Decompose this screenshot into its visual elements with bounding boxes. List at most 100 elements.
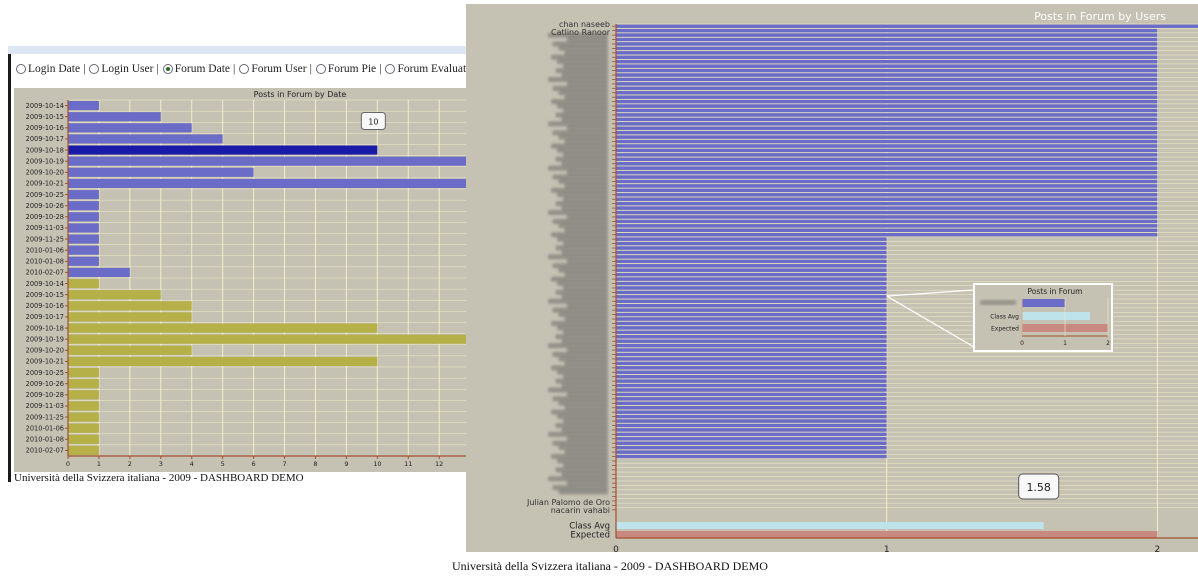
radio-unchecked-icon[interactable] (16, 64, 26, 74)
bar (616, 95, 1158, 99)
y-tick-label: 2009-11-03 (26, 224, 64, 232)
inset-x-tick-label: 0 (1020, 340, 1024, 347)
bar (616, 272, 887, 277)
x-tick-label: 4 (190, 460, 194, 468)
bar (616, 419, 887, 423)
bar (616, 366, 887, 370)
bar (68, 167, 254, 177)
blurred-label (551, 99, 608, 105)
radio-label: Login User (101, 63, 154, 75)
radio-option[interactable]: Login User | (89, 63, 162, 75)
blurred-label (555, 334, 608, 340)
blurred-label (563, 108, 608, 114)
radio-option[interactable]: Login Date | (16, 63, 89, 75)
blurred-label (548, 254, 608, 260)
bar (616, 166, 1158, 170)
blurred-label (564, 405, 608, 411)
radio-option[interactable]: Forum User | (239, 63, 316, 75)
y-tick-label: 2009-10-18 (26, 324, 64, 332)
bar (68, 368, 99, 378)
blurred-label (561, 205, 608, 211)
blurred-label (555, 422, 608, 428)
bar (68, 101, 99, 111)
blurred-label (552, 396, 608, 402)
blurred-label (555, 378, 608, 384)
blurred-label (548, 76, 608, 82)
x-tick-label: 9 (344, 460, 348, 468)
bar (616, 206, 1158, 210)
blurred-label (566, 125, 608, 131)
bar (68, 223, 99, 233)
blurred-label (557, 414, 608, 420)
blurred-label (557, 281, 608, 287)
posts-by-users-chart: Posts in Forum by Users 0 1 2 chan naseebCat… (526, 10, 1198, 555)
blurred-label (555, 289, 608, 295)
separator: | (233, 63, 236, 75)
inset-bar (1022, 299, 1065, 307)
bar (616, 290, 887, 295)
bar (68, 401, 99, 411)
blurred-label (563, 374, 608, 380)
user-label: chan naseeb (559, 20, 610, 29)
blurred-label (557, 325, 608, 331)
bar (616, 170, 1158, 175)
radio-label: Forum Evaluation (397, 63, 481, 75)
radio-option[interactable]: Forum Pie | (315, 63, 386, 75)
blurred-label (564, 183, 608, 189)
radio-unchecked-icon[interactable] (315, 64, 326, 74)
blurred-label (557, 458, 608, 464)
radio-unchecked-icon[interactable] (385, 64, 396, 74)
bar (616, 383, 887, 388)
bar (616, 188, 1158, 193)
bar (616, 126, 1158, 130)
y-tick-label: 2009-10-14 (26, 280, 64, 288)
y-tick-label: 2009-10-17 (26, 135, 64, 143)
blurred-label (561, 161, 608, 167)
y-tick-label: 2009-10-25 (26, 191, 64, 199)
tooltip-value: 10 (368, 118, 378, 127)
radio-option[interactable]: Forum Date | (162, 63, 240, 75)
blurred-label (557, 103, 608, 109)
blurred-label (561, 471, 608, 477)
y-tick-label: 2009-10-19 (26, 157, 64, 165)
bar (616, 68, 1158, 73)
y-tick-label: 2009-10-26 (26, 202, 64, 210)
x-tick-label: 7 (282, 460, 286, 468)
blurred-label (552, 174, 608, 180)
radio-label: Login Date (28, 63, 81, 75)
bar (616, 201, 1158, 206)
bar (616, 139, 1158, 144)
bar (616, 219, 1158, 224)
bar (616, 51, 1158, 55)
bar (616, 268, 887, 272)
bar (616, 410, 887, 414)
bar (616, 28, 1158, 33)
bar (616, 441, 887, 445)
x-tick-label: 2 (1155, 545, 1161, 555)
bar (616, 326, 887, 330)
radio-unchecked-icon[interactable] (89, 64, 100, 74)
radio-option[interactable]: Forum Evaluation| (385, 63, 490, 75)
bar (616, 259, 887, 264)
blurred-label (551, 232, 608, 238)
y-tick-label: 2009-11-25 (26, 413, 64, 421)
blurred-label (566, 81, 608, 87)
y-tick-label: 2010-01-08 (26, 436, 64, 444)
blurred-label (563, 241, 608, 247)
bar (616, 348, 887, 352)
bar (616, 130, 1158, 135)
blurred-label (557, 192, 608, 198)
summary-label: Class Avg (569, 522, 610, 532)
radio-checked-icon[interactable] (162, 64, 173, 74)
bar (616, 86, 1158, 91)
x-tick-label: 1 (97, 460, 101, 468)
bar (616, 357, 887, 361)
radio-unchecked-icon[interactable] (239, 64, 250, 74)
blurred-label (558, 267, 608, 273)
bar (616, 77, 1158, 82)
blurred-label (552, 352, 608, 358)
blurred-label (563, 329, 608, 335)
bar (616, 228, 1158, 233)
blurred-label (551, 409, 608, 415)
bar (68, 412, 99, 422)
